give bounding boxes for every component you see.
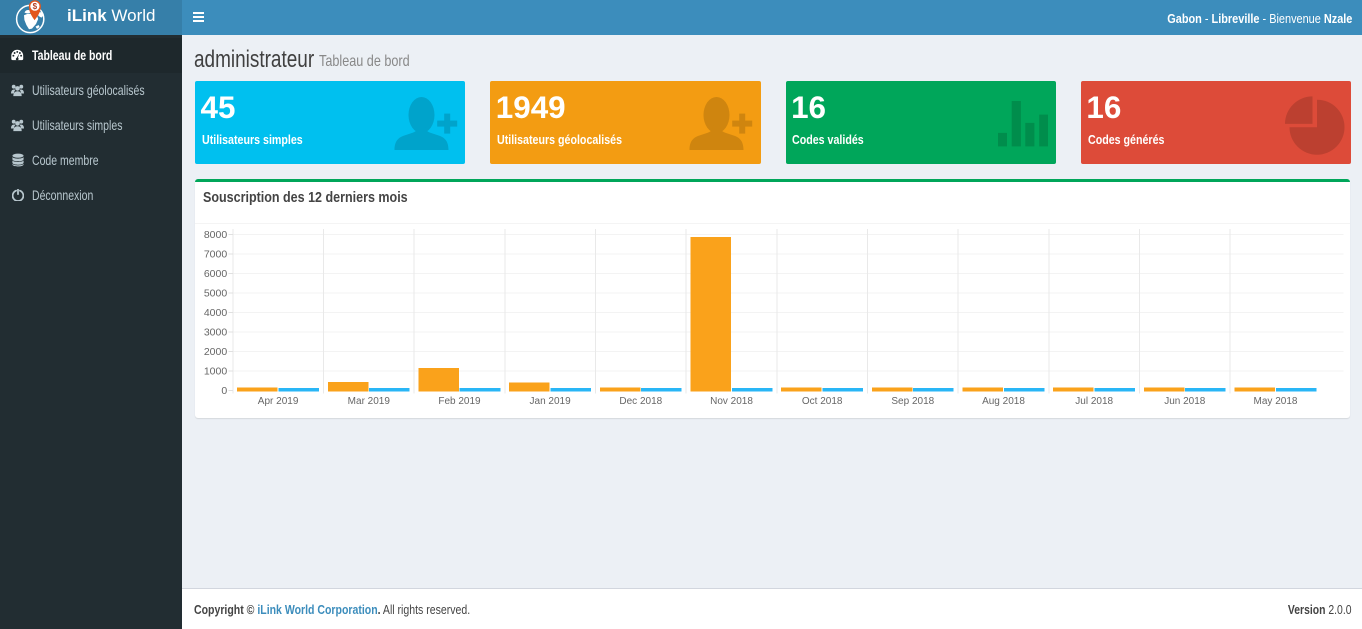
svg-text:8000: 8000 <box>204 229 228 241</box>
svg-text:Aug 2018: Aug 2018 <box>982 396 1025 407</box>
svg-text:May 2018: May 2018 <box>1254 396 1298 407</box>
svg-text:Jul 2018: Jul 2018 <box>1075 396 1113 407</box>
svg-text:5000: 5000 <box>204 287 228 299</box>
svg-text:Jun 2018: Jun 2018 <box>1164 396 1206 407</box>
svg-text:Jan 2019: Jan 2019 <box>530 396 572 407</box>
svg-text:Dec 2018: Dec 2018 <box>619 396 662 407</box>
svg-text:6000: 6000 <box>204 268 228 280</box>
svg-text:Nov 2018: Nov 2018 <box>710 396 753 407</box>
svg-text:$: $ <box>33 2 38 11</box>
svg-text:Mar 2019: Mar 2019 <box>348 396 391 407</box>
svg-text:4000: 4000 <box>204 307 228 319</box>
svg-text:Sep 2018: Sep 2018 <box>891 396 934 407</box>
svg-text:0: 0 <box>221 385 227 397</box>
svg-text:7000: 7000 <box>204 248 228 260</box>
svg-text:3000: 3000 <box>204 326 228 338</box>
svg-text:Feb 2019: Feb 2019 <box>438 396 481 407</box>
svg-text:2000: 2000 <box>204 346 228 358</box>
svg-text:1000: 1000 <box>204 365 228 377</box>
svg-text:Oct 2018: Oct 2018 <box>802 396 843 407</box>
svg-text:Apr 2019: Apr 2019 <box>258 396 299 407</box>
